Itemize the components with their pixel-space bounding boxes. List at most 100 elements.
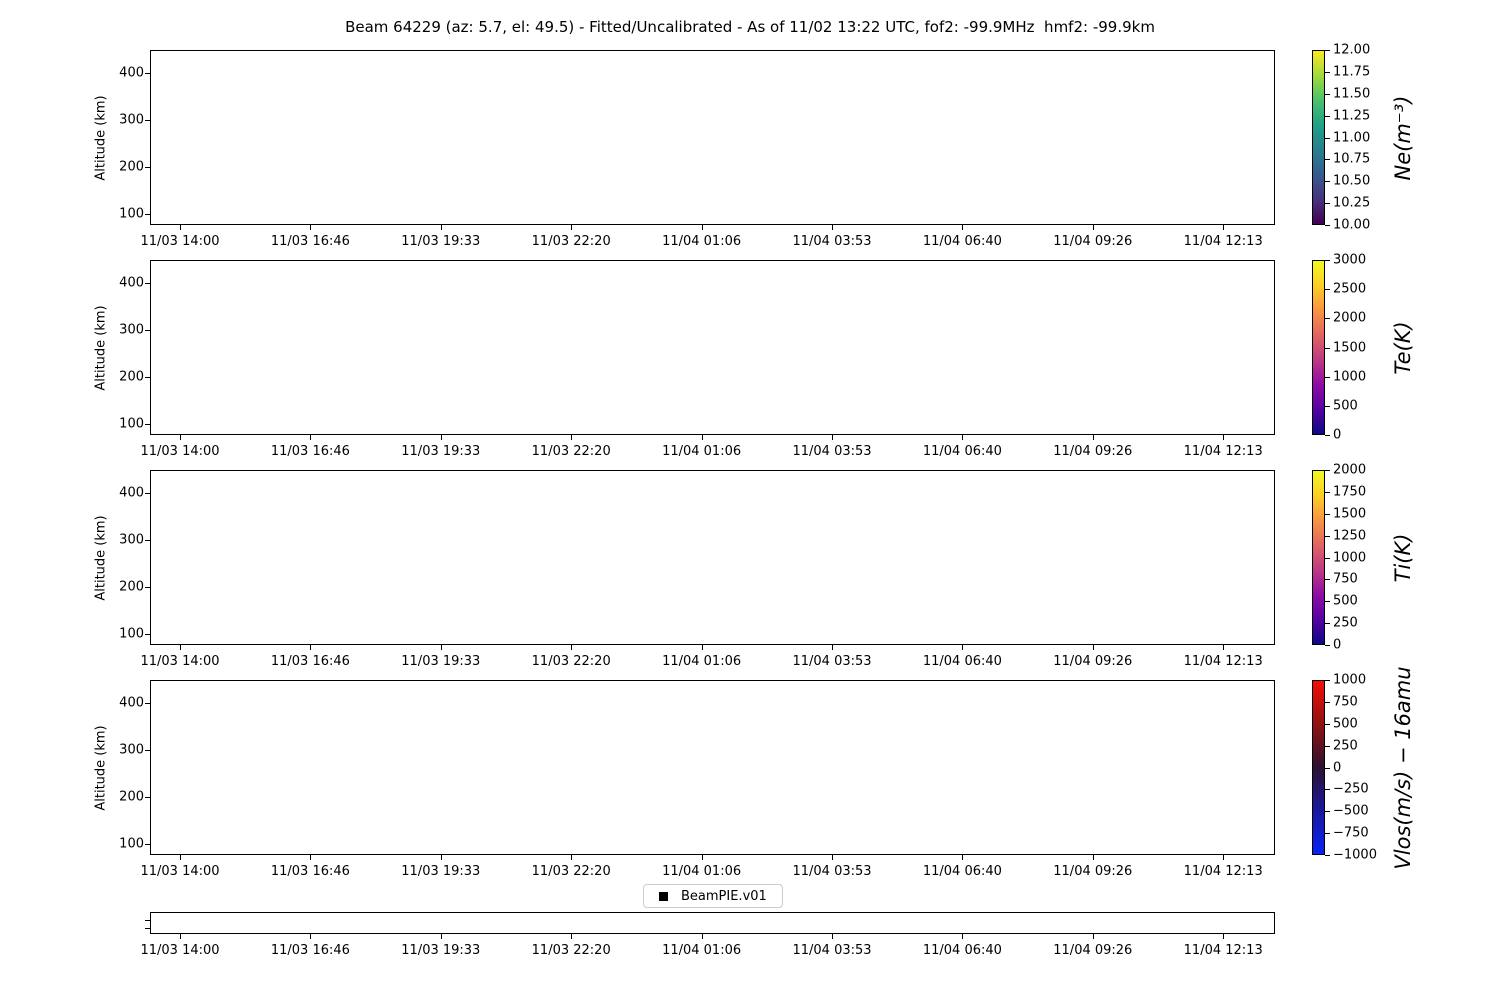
x-tick-label: 11/04 03:53 <box>792 234 872 249</box>
x-tick-label: 11/04 09:26 <box>1053 864 1133 879</box>
x-tick-label: 11/04 01:06 <box>662 654 742 669</box>
colorbar-tick-label: 11.75 <box>1333 64 1371 80</box>
plot-area-ne <box>150 50 1275 225</box>
y-axis-label: Altitude (km) <box>93 724 109 811</box>
y-tick-label: 300 <box>119 322 144 338</box>
x-tick-label: 11/04 03:53 <box>792 654 872 669</box>
colorbar-tick <box>1325 50 1330 51</box>
colorbar-tick-label: 11.50 <box>1333 86 1371 102</box>
x-tick <box>1092 645 1094 650</box>
colorbar-tick-label: 3000 <box>1333 252 1367 268</box>
strip-y-tick <box>145 928 150 929</box>
x-tick-label: 11/04 03:53 <box>792 444 872 459</box>
x-tick-label: 11/04 06:40 <box>922 444 1002 459</box>
colorbar-tick <box>1325 723 1330 725</box>
colorbar-ne <box>1312 50 1325 225</box>
x-tick <box>1223 934 1225 939</box>
colorbar-tick-label: 750 <box>1333 571 1358 587</box>
x-tick <box>440 934 442 939</box>
x-tick-label: 11/04 12:13 <box>1183 444 1263 459</box>
colorbar-tick <box>1325 376 1330 378</box>
colorbar-tick <box>1325 557 1330 559</box>
x-tick-label: 11/03 19:33 <box>401 654 481 669</box>
x-tick-label: 11/04 01:06 <box>662 943 742 958</box>
colorbar-tick-label: 500 <box>1333 593 1358 609</box>
x-tick <box>180 934 181 939</box>
x-tick <box>1092 225 1094 230</box>
x-tick <box>571 225 573 230</box>
colorbar-tick <box>1325 579 1330 581</box>
x-tick <box>962 934 964 939</box>
x-tick-label: 11/04 06:40 <box>922 864 1002 879</box>
y-tick <box>145 540 150 541</box>
y-tick <box>145 283 150 284</box>
colorbar-tick-label: 10.50 <box>1333 173 1371 189</box>
plot-area-ti <box>150 470 1275 645</box>
colorbar-tick <box>1325 789 1330 791</box>
y-tick <box>145 634 150 635</box>
colorbar-tick-label: −500 <box>1333 803 1369 819</box>
x-tick <box>832 855 833 860</box>
colorbar-tick-label: 10.75 <box>1333 151 1371 167</box>
colorbar-tick <box>1325 347 1330 349</box>
x-tick-label: 11/04 06:40 <box>922 654 1002 669</box>
x-tick <box>1092 855 1094 860</box>
y-tick-label: 300 <box>119 112 144 128</box>
x-tick-label: 11/04 12:13 <box>1183 234 1263 249</box>
x-tick-label: 11/03 16:46 <box>270 943 350 958</box>
colorbar-tick <box>1325 491 1330 493</box>
colorbar-tick <box>1325 833 1330 835</box>
y-tick-label: 300 <box>119 742 144 758</box>
colorbar-tick-label: 500 <box>1333 716 1358 732</box>
colorbar-tick-label: 0 <box>1333 760 1342 775</box>
x-tick <box>832 645 833 650</box>
colorbar-tick <box>1325 225 1330 226</box>
x-tick <box>701 645 703 650</box>
strip-y-tick <box>145 920 150 921</box>
y-tick <box>145 73 150 74</box>
x-tick-label: 11/04 06:40 <box>922 234 1002 249</box>
colorbar-tick-label: 2000 <box>1333 462 1367 478</box>
x-tick <box>440 855 442 860</box>
colorbar-tick-label: 1750 <box>1333 484 1367 500</box>
x-tick-label: 11/03 22:20 <box>531 654 611 669</box>
y-tick-label: 200 <box>119 789 144 805</box>
y-tick-label: 200 <box>119 579 144 595</box>
y-tick <box>145 493 150 494</box>
y-tick-label: 200 <box>119 369 144 385</box>
colorbar-te <box>1312 260 1325 435</box>
colorbar-tick <box>1325 535 1330 537</box>
x-tick <box>1223 435 1225 440</box>
y-axis-label: Altitude (km) <box>93 94 109 181</box>
x-tick-label: 11/04 01:06 <box>662 234 742 249</box>
x-tick <box>180 225 181 230</box>
y-tick-label: 100 <box>119 416 144 432</box>
x-tick <box>1223 225 1225 230</box>
x-tick-label: 11/04 09:26 <box>1053 654 1133 669</box>
colorbar-tick <box>1325 137 1330 139</box>
y-axis-label: Altitude (km) <box>93 514 109 601</box>
colorbar-tick-label: 1500 <box>1333 340 1367 355</box>
x-tick-label: 11/03 22:20 <box>531 943 611 958</box>
x-tick-label: 11/03 19:33 <box>401 444 481 459</box>
colorbar-tick-label: 1250 <box>1333 528 1367 544</box>
colorbar-tick-label: 1500 <box>1333 506 1367 522</box>
colorbar-tick <box>1325 645 1330 646</box>
y-axis-label: Altitude (km) <box>93 304 109 391</box>
colorbar-tick-label: 0 <box>1333 427 1342 443</box>
x-tick-label: 11/03 14:00 <box>140 234 220 249</box>
colorbar-tick <box>1325 811 1330 813</box>
x-tick-label: 11/04 03:53 <box>792 864 872 879</box>
y-tick <box>145 844 150 845</box>
colorbar-tick-label: −750 <box>1333 825 1369 841</box>
colorbar-tick <box>1325 701 1330 703</box>
x-tick <box>1223 855 1225 860</box>
x-tick-label: 11/03 22:20 <box>531 864 611 879</box>
x-tick-label: 11/03 19:33 <box>401 864 481 879</box>
legend: BeamPIE.v01 <box>643 884 783 908</box>
x-tick <box>571 934 573 939</box>
y-tick <box>145 330 150 331</box>
y-tick <box>145 750 150 751</box>
x-tick <box>701 855 703 860</box>
colorbar-tick-label: 750 <box>1333 694 1358 710</box>
